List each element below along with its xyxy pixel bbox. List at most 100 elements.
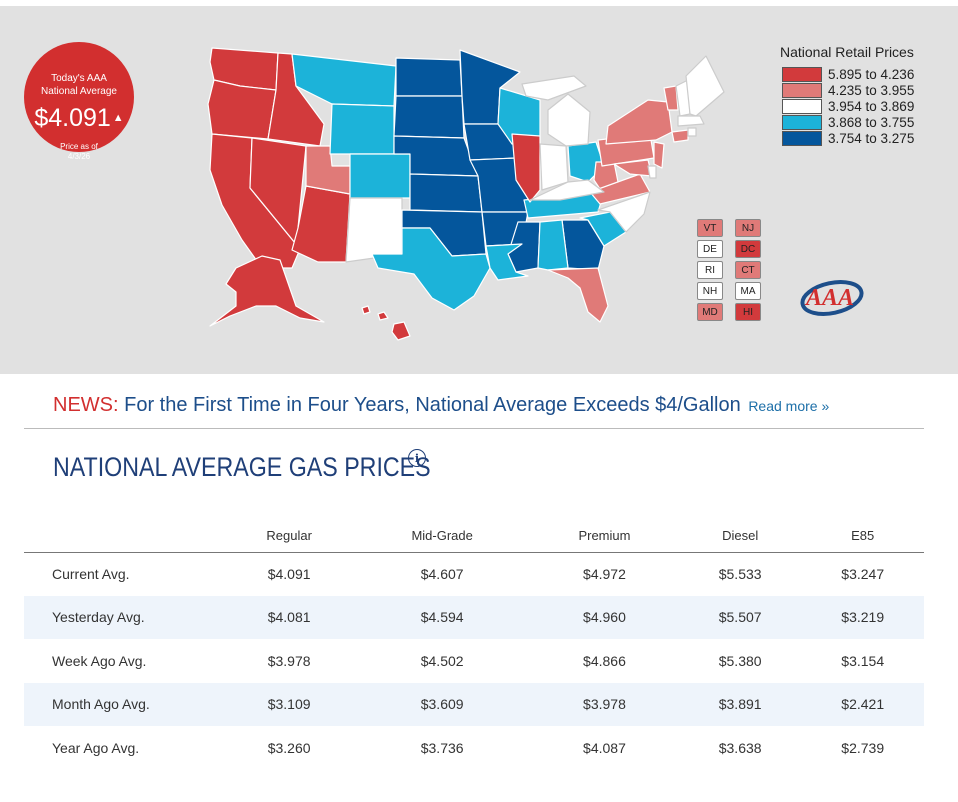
table-row: Month Ago Avg. $3.109 $3.609 $3.978 $3.891 $2… <box>24 682 924 726</box>
price-cell: $4.960 <box>530 595 679 639</box>
price-cell: $3.109 <box>224 682 355 726</box>
legend-swatch <box>782 66 822 82</box>
row-label: Yesterday Avg. <box>24 595 224 639</box>
section-title: NATIONAL AVERAGE GAS PRICES <box>53 452 431 482</box>
legend-item: 4.235 to 3.955 <box>782 82 950 98</box>
state-ma[interactable] <box>677 115 705 127</box>
divider <box>24 428 924 429</box>
state-button-md[interactable]: MD <box>697 303 723 321</box>
column-header: Regular <box>224 520 355 553</box>
info-icon[interactable]: i <box>408 449 426 467</box>
state-ct[interactable] <box>671 129 689 143</box>
legend-swatch <box>782 130 822 146</box>
column-header: Diesel <box>678 520 802 553</box>
price-cell: $3.609 <box>354 682 531 726</box>
price-cell: $3.638 <box>718 739 762 756</box>
state-nm[interactable] <box>345 197 403 263</box>
price-cell: $3.978 <box>267 652 311 669</box>
small-state-row: DE DC <box>697 240 761 258</box>
state-in[interactable] <box>539 143 569 191</box>
state-fl[interactable] <box>547 267 609 323</box>
price-cell: $3.154 <box>841 652 885 669</box>
small-state-row: NH MA <box>697 282 761 300</box>
legend-label: 3.868 to 3.755 <box>828 114 915 130</box>
news-headline[interactable]: For the First Time in Four Years, Nation… <box>124 394 741 416</box>
state-co[interactable] <box>349 153 411 199</box>
state-nc[interactable] <box>597 191 651 233</box>
price-cell: $3.247 <box>841 566 885 582</box>
national-average-badge: Today's AAA National Average $4.091 ▲ Pri… <box>24 42 134 161</box>
price-cell: $3.260 <box>267 739 311 756</box>
state-mi[interactable] <box>547 93 591 147</box>
state-hi[interactable] <box>361 305 411 341</box>
state-nd[interactable] <box>395 57 463 97</box>
price-cell: $5.507 <box>678 595 802 639</box>
legend-label: 4.235 to 3.955 <box>828 82 915 98</box>
as-of-label: Price as of <box>60 142 98 151</box>
state-tx[interactable] <box>371 227 491 311</box>
table-body: Current Avg. $4.091 $4.607 $4.972 $5.533 $3.2… <box>24 552 924 770</box>
price-cell: $3.891 <box>678 682 802 726</box>
price-cell: $4.594 <box>354 595 531 639</box>
state-il[interactable] <box>511 133 541 203</box>
state-button-ma[interactable]: MA <box>735 282 761 300</box>
column-header: Premium <box>530 520 679 553</box>
news-banner: NEWS: For the First Time in Four Years, … <box>53 394 933 417</box>
price-cell: $3.736 <box>420 739 464 756</box>
table-row: Week Ago Avg. $3.978 $4.502 $4.866 $5.380 $3.… <box>24 639 924 683</box>
price-cell: $4.972 <box>583 566 626 582</box>
price-cell: $4.087 <box>583 739 626 756</box>
row-label: Week Ago Avg. <box>52 652 147 669</box>
state-sc[interactable] <box>579 211 627 247</box>
as-of-date: 4/3/26 <box>67 152 91 161</box>
price-cell: $4.081 <box>224 595 355 639</box>
state-button-hi[interactable]: HI <box>735 303 761 321</box>
legend-item: 3.954 to 3.869 <box>782 98 950 114</box>
state-ky[interactable] <box>529 179 605 201</box>
state-button-ct[interactable]: CT <box>735 261 761 279</box>
state-la[interactable] <box>485 243 529 281</box>
state-ri[interactable] <box>687 127 697 137</box>
price-cell: $4.866 <box>583 652 626 669</box>
small-state-row: MD HI <box>697 303 761 321</box>
state-button-vt[interactable]: VT <box>697 219 723 237</box>
state-button-dc[interactable]: DC <box>735 240 761 258</box>
state-mi-up[interactable] <box>521 75 587 101</box>
row-label: Month Ago Avg. <box>24 682 224 726</box>
state-button-nh[interactable]: NH <box>697 282 723 300</box>
state-or[interactable] <box>207 79 277 140</box>
small-state-row: VT NJ <box>697 219 761 237</box>
price-cell: $4.091 <box>267 566 311 582</box>
state-button-nj[interactable]: NJ <box>735 219 761 237</box>
state-al[interactable] <box>537 219 569 271</box>
price-cell: $2.421 <box>801 682 924 726</box>
us-state-price-map[interactable] <box>0 6 958 374</box>
state-button-de[interactable]: DE <box>697 240 723 258</box>
state-de[interactable] <box>647 165 657 179</box>
legend-label: 3.754 to 3.275 <box>828 130 915 146</box>
state-ks[interactable] <box>409 173 483 213</box>
state-wy[interactable] <box>329 103 395 155</box>
state-mt[interactable] <box>291 53 397 107</box>
state-me[interactable] <box>685 55 725 117</box>
legend-swatch <box>782 82 822 98</box>
price-cell: $3.219 <box>801 595 924 639</box>
legend-label: 3.954 to 3.869 <box>828 98 915 114</box>
price-cell: $3.978 <box>530 682 679 726</box>
state-nj[interactable] <box>653 141 665 169</box>
up-triangle-icon: ▲ <box>112 112 124 124</box>
aaa-logo: AAA <box>800 280 864 316</box>
header-blank <box>24 520 224 553</box>
small-state-row: RI CT <box>697 261 761 279</box>
price-legend: National Retail Prices 5.895 to 4.236 4.2… <box>780 44 950 146</box>
legend-swatch <box>782 98 822 114</box>
state-vt[interactable] <box>663 85 679 111</box>
state-ak[interactable] <box>209 255 325 327</box>
read-more-link[interactable]: Read more » <box>748 398 830 414</box>
table-row: Year Ago Avg. $3.260 $3.736 $4.087 $3.638 $2.… <box>24 726 924 770</box>
national-average-price-table: Regular Mid-Grade Premium Diesel E85 Current… <box>24 520 924 770</box>
legend-item: 5.895 to 4.236 <box>782 66 950 82</box>
state-sd[interactable] <box>393 95 465 139</box>
state-ny[interactable] <box>605 99 673 145</box>
state-button-ri[interactable]: RI <box>697 261 723 279</box>
